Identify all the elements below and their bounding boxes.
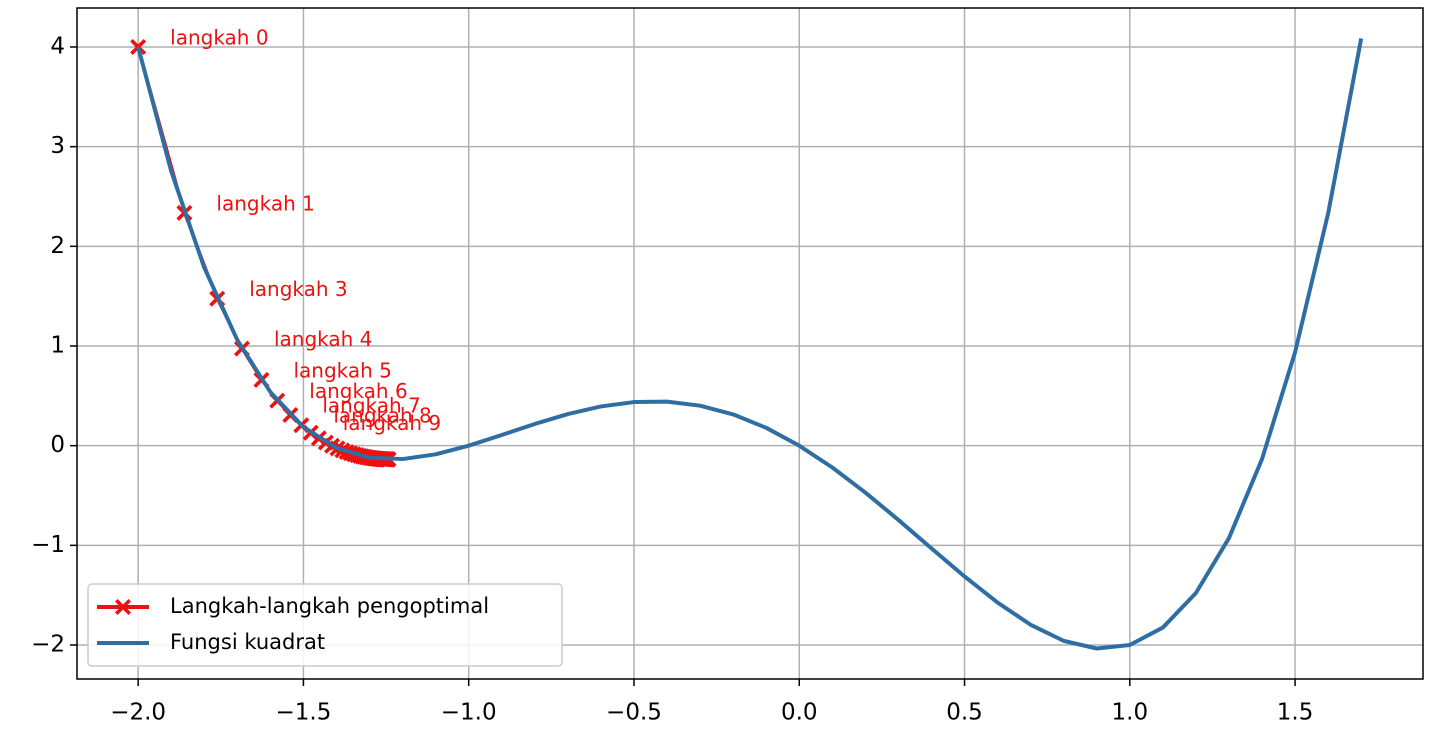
legend-label: Langkah-langkah pengoptimal	[170, 594, 489, 618]
point-label: langkah 9	[343, 411, 441, 435]
x-tick-label: 0.5	[946, 700, 983, 726]
y-tick-label: 1	[50, 332, 65, 358]
x-tick-label: −1.5	[275, 700, 331, 726]
x-tick-label: 1.5	[1277, 700, 1314, 726]
x-tick-label: −1.0	[441, 700, 497, 726]
point-label: langkah 6	[309, 379, 407, 403]
point-label: langkah 7	[322, 393, 420, 417]
plot-area: langkah 0 langkah 1 langkah 3 langkah 4 lang…	[130, 25, 1364, 651]
x-tick-label: −2.0	[110, 700, 166, 726]
point-label: langkah 8	[333, 404, 431, 428]
series	[136, 38, 1364, 651]
y-tick-label: 0	[50, 432, 65, 458]
x-tick-label: −0.5	[606, 700, 662, 726]
plot-frame	[76, 7, 1424, 680]
y-tick-label: 4	[50, 33, 65, 59]
x-tick-label: 0.0	[781, 700, 818, 726]
legend-marker	[115, 599, 131, 615]
legend: Langkah-langkah pengoptimal Fungsi kuadra…	[87, 583, 563, 667]
point-label: langkah 0	[170, 25, 268, 49]
point-label: langkah 4	[274, 327, 372, 351]
axes: −2.0 −1.5 −1.0 −0.5 0.0 0.5 1.0 1.5 −2 −1 0 1 2 3 4	[31, 33, 1313, 725]
point-label: langkah 1	[216, 191, 314, 215]
point-label: langkah 3	[249, 277, 347, 301]
legend-label: Fungsi kuadrat	[170, 630, 325, 654]
x-tick-label: 1.0	[1112, 700, 1149, 726]
point-label: langkah 5	[293, 358, 391, 382]
legend-box	[87, 583, 563, 667]
y-tick-label: 2	[50, 233, 65, 259]
series-line	[136, 38, 1364, 651]
y-tick-label: −2	[31, 632, 65, 658]
y-tick-label: 3	[50, 133, 65, 159]
y-tick-label: −1	[31, 532, 65, 558]
